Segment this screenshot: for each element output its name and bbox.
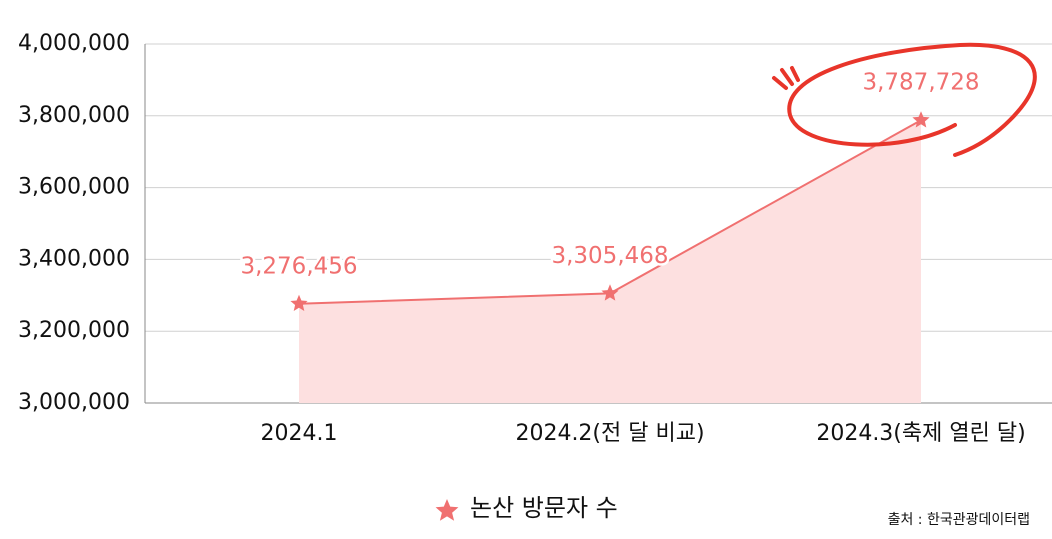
y-tick-label: 3,600,000 — [18, 175, 130, 200]
x-tick-label: 2024.2(전 달 비교) — [515, 421, 704, 446]
source-note: 출처 : 한국관광데이터랩 — [888, 512, 1030, 528]
value-label: 3,276,456 — [240, 253, 357, 279]
highlight-marks — [772, 66, 800, 90]
point-star — [290, 294, 308, 311]
point-star — [601, 284, 619, 301]
point-star — [912, 111, 930, 128]
area — [299, 120, 921, 403]
y-tick-label: 4,000,000 — [18, 31, 130, 56]
value-label: 3,787,728 — [862, 70, 979, 96]
y-tick-label: 3,000,000 — [18, 390, 130, 415]
legend-label: 논산 방문자 수 — [470, 494, 618, 522]
y-tick-label: 3,400,000 — [18, 246, 130, 271]
x-tick-label: 2024.1 — [261, 421, 338, 446]
legend-symbol — [435, 499, 459, 521]
value-label: 3,305,468 — [551, 243, 668, 269]
x-tick-label: 2024.3(축제 열린 달) — [816, 421, 1025, 446]
y-tick-label: 3,200,000 — [18, 318, 130, 343]
y-tick-label: 3,800,000 — [18, 103, 130, 128]
highlight-scribble — [787, 42, 1037, 157]
